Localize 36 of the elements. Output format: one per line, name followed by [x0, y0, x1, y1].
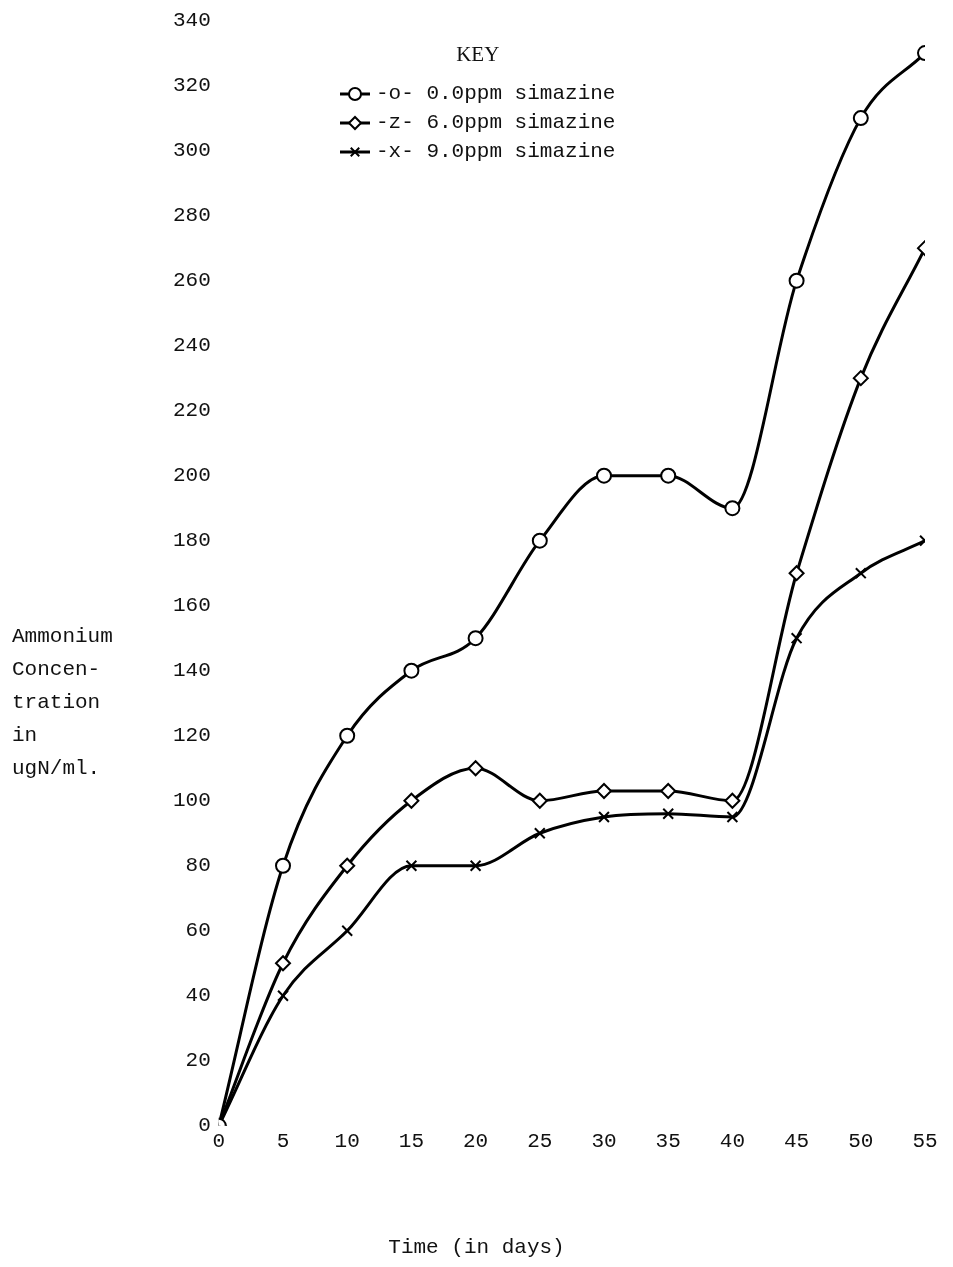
- y-tick-label: 60: [185, 919, 211, 943]
- y-tick-label: 320: [172, 74, 211, 98]
- y-tick-label: 0: [198, 1114, 211, 1138]
- y-tick-label: 200: [172, 464, 211, 488]
- x-tick-label: 45: [783, 1129, 810, 1153]
- x-tick-label: 30: [591, 1129, 617, 1153]
- legend-title: KEY: [455, 41, 501, 68]
- y-tick-label: 260: [172, 269, 211, 293]
- x-tick-label: 5: [276, 1129, 290, 1153]
- x-tick-label: 0: [212, 1129, 226, 1153]
- y-axis-title: Ammonium Concen- tration in ugN/ml.: [12, 624, 113, 782]
- y-tick-label: 240: [172, 334, 211, 358]
- y-tick-label: 220: [172, 399, 211, 423]
- x-tick-label: 10: [334, 1129, 360, 1153]
- x-tick-label: 15: [398, 1129, 425, 1153]
- y-tick-label: 120: [172, 724, 211, 748]
- legend-label: -x- 9.0ppm simazine: [376, 139, 616, 165]
- legend-label: -z- 6.0ppm simazine: [376, 110, 616, 136]
- y-tick-label: 20: [185, 1049, 211, 1073]
- x-tick-label: 25: [527, 1129, 553, 1153]
- y-tick-label: 100: [172, 789, 211, 813]
- x-tick-label: 40: [719, 1129, 746, 1153]
- x-tick-label: 35: [655, 1129, 681, 1153]
- x-tick-label: 55: [912, 1129, 938, 1153]
- y-tick-label: 80: [185, 854, 211, 878]
- legend-label: -o- 0.0ppm simazine: [376, 81, 616, 107]
- y-tick-label: 160: [172, 594, 211, 618]
- x-tick-label: 50: [848, 1129, 874, 1153]
- x-tick-label: 20: [462, 1129, 489, 1153]
- y-tick-label: 140: [172, 659, 211, 683]
- y-tick-label: 180: [172, 529, 211, 553]
- y-tick-label: 40: [185, 984, 211, 1008]
- y-tick-label: 300: [172, 139, 211, 163]
- y-tick-label: 340: [172, 9, 211, 33]
- y-tick-label: 280: [172, 204, 211, 228]
- x-axis-title: Time (in days): [387, 1236, 566, 1259]
